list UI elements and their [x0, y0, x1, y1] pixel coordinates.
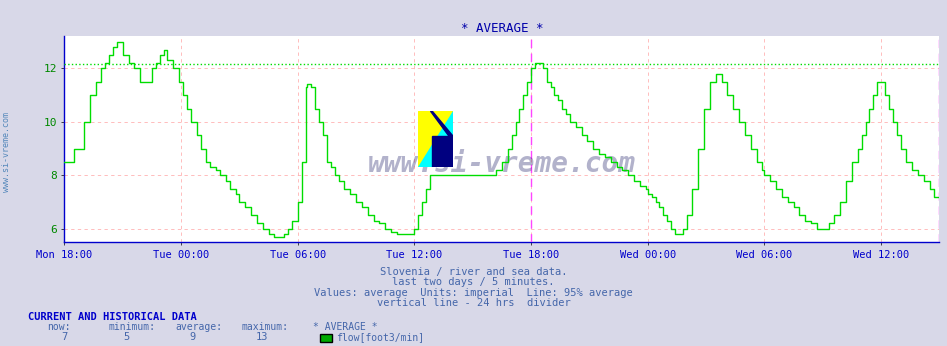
Text: * AVERAGE *: * AVERAGE *	[313, 322, 377, 332]
Text: CURRENT AND HISTORICAL DATA: CURRENT AND HISTORICAL DATA	[28, 312, 197, 322]
Text: Values: average  Units: imperial  Line: 95% average: Values: average Units: imperial Line: 95…	[314, 288, 633, 298]
Text: maximum:: maximum:	[241, 322, 289, 332]
Text: www.si-vreme.com: www.si-vreme.com	[2, 112, 11, 192]
Text: Slovenia / river and sea data.: Slovenia / river and sea data.	[380, 267, 567, 277]
Text: now:: now:	[47, 322, 71, 332]
Text: 13: 13	[256, 332, 268, 342]
Text: 9: 9	[189, 332, 196, 342]
Text: average:: average:	[175, 322, 223, 332]
Title: * AVERAGE *: * AVERAGE *	[460, 22, 544, 35]
Text: minimum:: minimum:	[109, 322, 156, 332]
Text: flow[foot3/min]: flow[foot3/min]	[336, 332, 424, 342]
Text: vertical line - 24 hrs  divider: vertical line - 24 hrs divider	[377, 298, 570, 308]
Text: www.si-vreme.com: www.si-vreme.com	[368, 150, 635, 178]
Text: 7: 7	[62, 332, 68, 342]
Text: 5: 5	[123, 332, 130, 342]
Text: last two days / 5 minutes.: last two days / 5 minutes.	[392, 277, 555, 288]
